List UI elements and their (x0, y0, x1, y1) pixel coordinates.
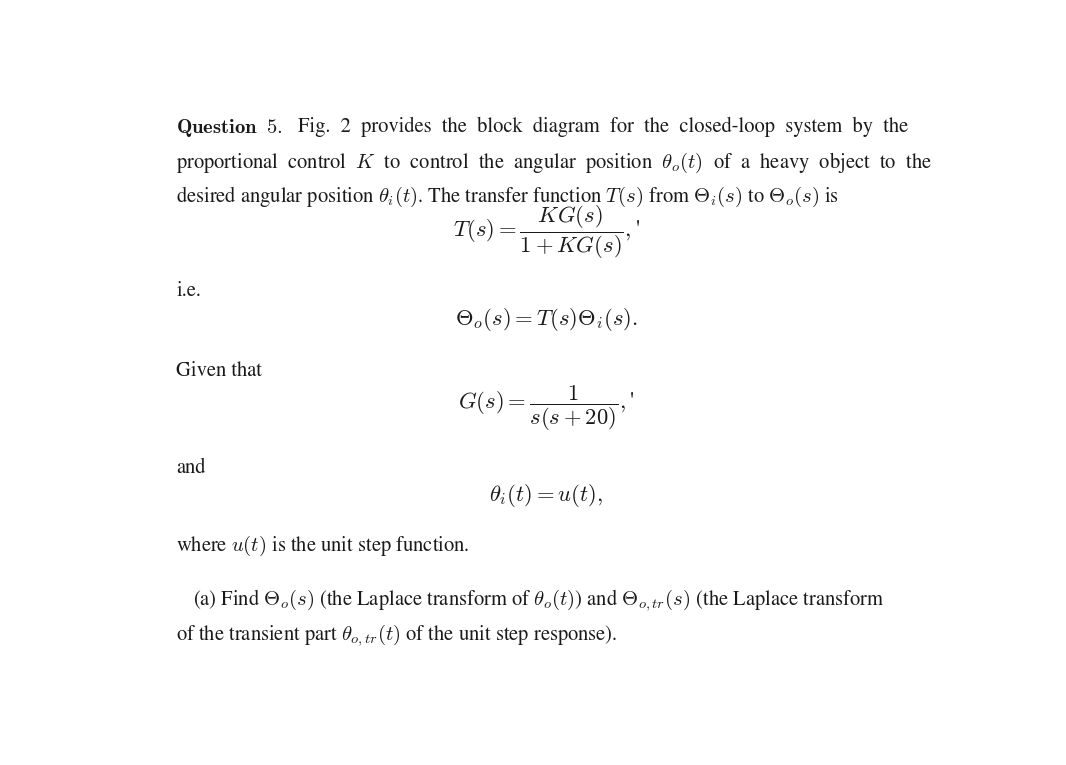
Text: where $u(t)$ is the unit step function.: where $u(t)$ is the unit step function. (176, 534, 470, 558)
Text: $\Theta_o(s) = T(s)\Theta_i(s).$: $\Theta_o(s) = T(s)\Theta_i(s).$ (455, 306, 637, 333)
Text: $\theta_i(t) = u(t),$: $\theta_i(t) = u(t),$ (489, 482, 603, 509)
Text: of the transient part $\theta_{o,tr}(t)$ of the unit step response).: of the transient part $\theta_{o,tr}(t)$… (176, 622, 617, 648)
Text: and: and (176, 458, 206, 478)
Text: (a) Find $\Theta_o(s)$ (the Laplace transform of $\theta_o(t)$) and $\Theta_{o,t: (a) Find $\Theta_o(s)$ (the Laplace tran… (193, 587, 884, 613)
Text: desired angular position $\theta_i(t)$. The transfer function $T(s)$ from $\Thet: desired angular position $\theta_i(t)$. … (176, 185, 839, 209)
Text: proportional  control  $K$  to  control  the  angular  position  $\theta_o(t)$  : proportional control $K$ to control the … (176, 151, 933, 175)
Text: Fig.  2  provides  the  block  diagram  for  the  closed-loop  system  by  the: Fig. 2 provides the block diagram for th… (298, 116, 908, 137)
Text: $T(s) = \dfrac{KG(s)}{1 + KG(s)},$': $T(s) = \dfrac{KG(s)}{1 + KG(s)},$' (453, 203, 640, 261)
Text: i.e.: i.e. (176, 282, 201, 301)
Text: Given that: Given that (176, 362, 262, 381)
Text: $\mathbf{Question}$  $\mathbf{5.}$: $\mathbf{Question}$ $\mathbf{5.}$ (176, 116, 282, 138)
Text: $G(s) = \dfrac{1}{s(s + 20)},$': $G(s) = \dfrac{1}{s(s + 20)},$' (458, 384, 634, 433)
